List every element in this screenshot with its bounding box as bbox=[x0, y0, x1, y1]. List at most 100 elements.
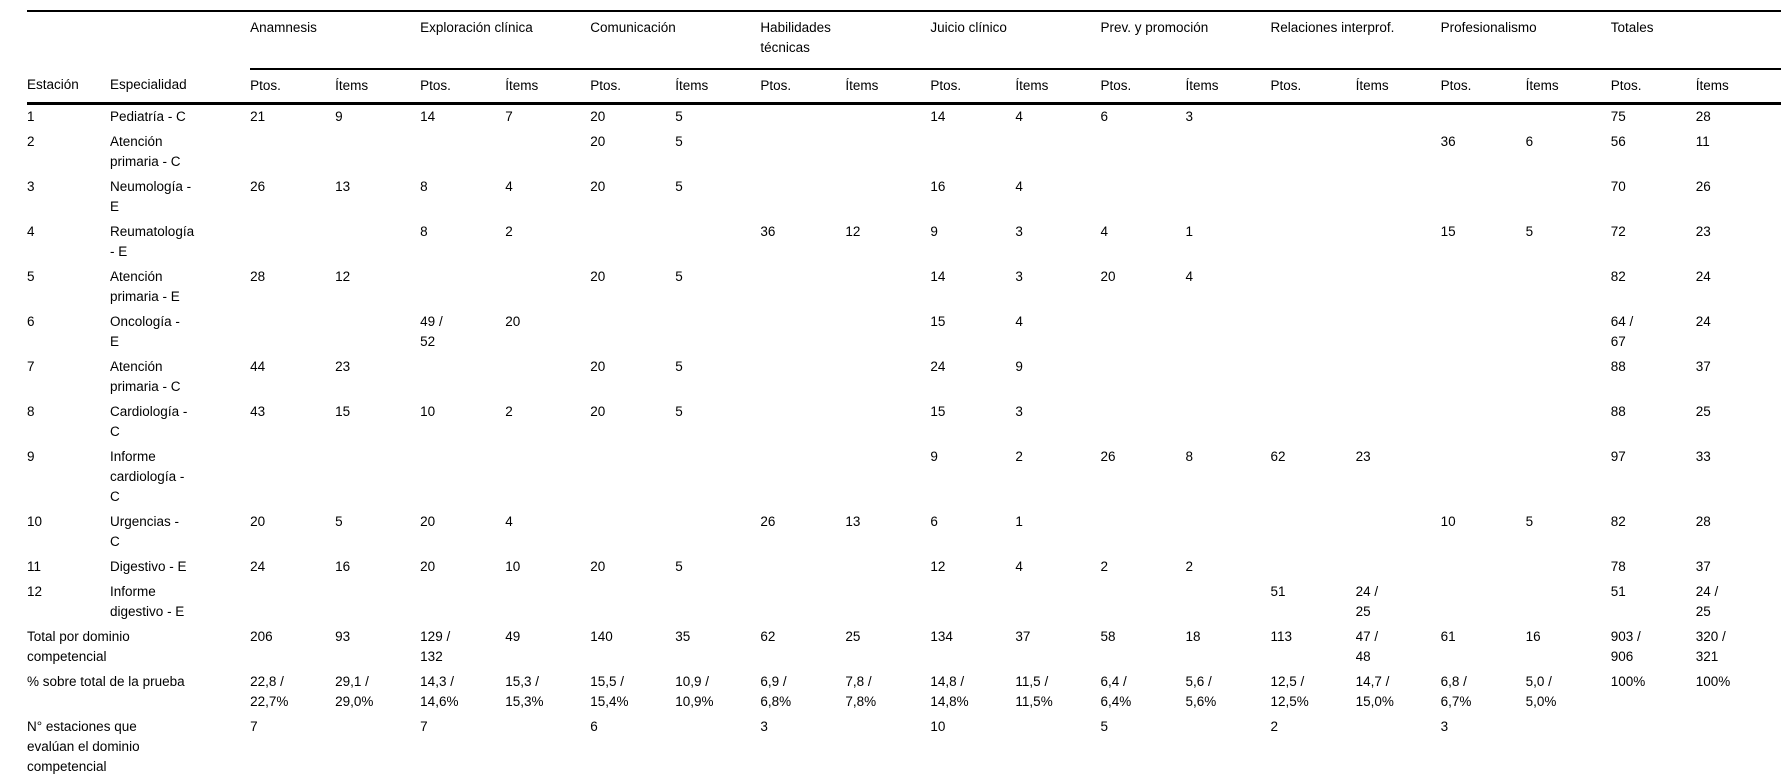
value-cell bbox=[1441, 580, 1526, 625]
value-cell: 4 bbox=[1015, 314, 1023, 329]
value-cell: 5 bbox=[1525, 514, 1534, 529]
value-cell: 20 bbox=[420, 559, 436, 574]
value-cell bbox=[1356, 555, 1441, 580]
value-cell: 20 bbox=[590, 269, 606, 284]
value-cell bbox=[760, 130, 845, 175]
value-cell bbox=[1441, 175, 1526, 220]
station-header: Estación bbox=[27, 69, 111, 105]
value-cell bbox=[420, 130, 505, 175]
summary-value-cell: 15,5 / 15,4% bbox=[590, 674, 629, 709]
value-cell bbox=[335, 310, 420, 355]
value-cell bbox=[845, 400, 930, 445]
summary-value-cell: 3 bbox=[1440, 719, 1449, 734]
value-cell bbox=[675, 510, 760, 555]
summary-value-cell: 14,3 / 14,6% bbox=[420, 674, 459, 709]
value-cell bbox=[760, 555, 845, 580]
station-row-4: 4 Reumatología - E 8 2 36 12 9 3 4 1 15 5 72 23 bbox=[27, 220, 1781, 265]
station-row-7: 7 Atención primaria - C 44 23 20 5 24 9 88 37 bbox=[27, 355, 1781, 400]
value-cell bbox=[1185, 130, 1270, 175]
value-cell: 33 bbox=[1695, 449, 1711, 464]
station-row-5: 5 Atención primaria - E 28 12 20 5 14 3 20 4 82 24 bbox=[27, 265, 1781, 310]
value-cell bbox=[420, 355, 505, 400]
summary-value-cell: 7 bbox=[420, 719, 428, 734]
summary-value-cell bbox=[675, 715, 760, 784]
value-cell: 20 bbox=[590, 404, 606, 419]
station-cell: 10 bbox=[27, 514, 43, 529]
value-cell: 36 bbox=[1440, 134, 1456, 149]
value-cell: 37 bbox=[1695, 559, 1711, 574]
value-cell bbox=[505, 355, 590, 400]
value-cell bbox=[590, 510, 675, 555]
ptos-header-8: Ptos. bbox=[1610, 69, 1696, 105]
summary-value-cell: 29,1 / 29,0% bbox=[335, 674, 374, 709]
summary-label: Total por dominio competencial bbox=[27, 629, 130, 664]
value-cell: 15 bbox=[930, 314, 946, 329]
value-cell bbox=[675, 220, 760, 265]
station-cell: 7 bbox=[27, 359, 35, 374]
value-cell: 15 bbox=[1440, 224, 1456, 239]
value-cell: 3 bbox=[1015, 269, 1023, 284]
value-cell bbox=[760, 355, 845, 400]
value-cell bbox=[335, 220, 420, 265]
value-cell bbox=[1526, 355, 1611, 400]
summary-label: N° estaciones que evalúan el dominio com… bbox=[27, 719, 140, 774]
value-cell bbox=[1356, 104, 1441, 131]
summary-value-cell: 10,9 / 10,9% bbox=[675, 674, 714, 709]
value-cell: 4 bbox=[505, 514, 513, 529]
value-cell: 72 bbox=[1610, 224, 1626, 239]
value-cell: 43 bbox=[250, 404, 266, 419]
value-cell bbox=[250, 445, 335, 510]
value-cell bbox=[1185, 400, 1270, 445]
value-cell bbox=[1356, 310, 1441, 355]
ptos-header-4: Ptos. bbox=[930, 69, 1016, 105]
value-cell bbox=[1356, 265, 1441, 310]
value-cell bbox=[930, 580, 1015, 625]
specialty-cell: Neumología - E bbox=[110, 179, 192, 214]
value-cell: 12 bbox=[335, 269, 351, 284]
value-cell: 13 bbox=[335, 179, 351, 194]
items-header-3: Ítems bbox=[845, 69, 931, 105]
value-cell bbox=[590, 445, 675, 510]
value-cell: 26 bbox=[760, 514, 776, 529]
summary-value-cell: 14,7 / 15,0% bbox=[1355, 674, 1394, 709]
value-cell: 51 bbox=[1610, 584, 1626, 599]
summary-value-cell: 100% bbox=[1610, 674, 1646, 689]
value-cell bbox=[845, 355, 930, 400]
station-cell: 2 bbox=[27, 134, 35, 149]
value-cell bbox=[760, 400, 845, 445]
summary-value-cell: 5 bbox=[1100, 719, 1108, 734]
value-cell bbox=[1185, 310, 1270, 355]
summary-value-cell: 62 bbox=[760, 629, 776, 644]
value-cell: 13 bbox=[845, 514, 861, 529]
specialty-cell: Oncología - E bbox=[110, 314, 180, 349]
station-cell: 11 bbox=[27, 559, 42, 574]
value-cell: 20 bbox=[590, 134, 606, 149]
value-cell: 82 bbox=[1610, 514, 1626, 529]
value-cell: 3 bbox=[1015, 224, 1023, 239]
value-cell bbox=[760, 580, 845, 625]
station-cell: 5 bbox=[27, 269, 35, 284]
value-cell bbox=[1526, 400, 1611, 445]
value-cell bbox=[1271, 265, 1356, 310]
value-cell bbox=[505, 445, 590, 510]
value-cell: 14 bbox=[420, 109, 436, 124]
value-cell bbox=[1185, 510, 1270, 555]
value-cell: 25 bbox=[1695, 404, 1711, 419]
summary-value-cell bbox=[1185, 715, 1270, 784]
station-row-6: 6 Oncología - E 49 / 52 20 15 4 64 / 67 24 bbox=[27, 310, 1781, 355]
value-cell: 14 bbox=[930, 269, 946, 284]
value-cell: 2 bbox=[1015, 449, 1023, 464]
value-cell: 62 bbox=[1270, 449, 1286, 464]
value-cell: 6 bbox=[1525, 134, 1534, 149]
sub-header-row: Estación Especialidad Ptos. Ítems Ptos. Ítems… bbox=[27, 69, 1781, 105]
value-cell bbox=[250, 310, 335, 355]
value-cell: 5 bbox=[675, 559, 683, 574]
group-header-0: Anamnesis bbox=[250, 11, 421, 70]
ptos-header-7: Ptos. bbox=[1440, 69, 1526, 105]
value-cell bbox=[1015, 130, 1100, 175]
value-cell bbox=[845, 310, 930, 355]
value-cell bbox=[1271, 220, 1356, 265]
value-cell bbox=[675, 580, 760, 625]
group-header-6: Relaciones interprof. bbox=[1270, 11, 1441, 70]
summary-value-cell: 7 bbox=[250, 719, 258, 734]
